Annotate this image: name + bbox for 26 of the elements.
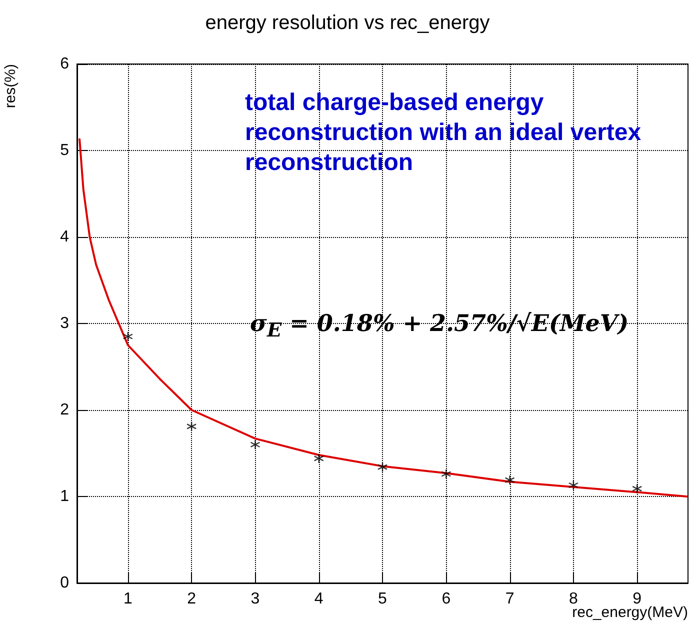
point (632, 484, 642, 494)
chart-title: energy resolution vs rec_energy (205, 12, 490, 34)
y-tick-label: 3 (60, 315, 70, 332)
y-tick-label: 0 (60, 574, 70, 592)
y-axis-title: res(%) (2, 64, 19, 108)
point (568, 480, 579, 490)
x-tick-label: 6 (442, 590, 451, 608)
y-tick-label: 4 (60, 228, 70, 246)
point (122, 331, 134, 342)
point (441, 468, 452, 480)
y-tick-label: 1 (60, 488, 70, 505)
point (250, 440, 260, 450)
x-tick-label: 7 (505, 590, 514, 608)
x-tick-label: 4 (314, 590, 324, 608)
x-tick-label: 1 (123, 590, 132, 608)
y-tick-label: 2 (60, 402, 70, 418)
x-tick-label: 3 (250, 590, 260, 608)
x-tick-label: 5 (378, 590, 388, 608)
y-tick-label: 5 (60, 142, 70, 159)
x-tick-label: 2 (187, 590, 196, 608)
point (186, 421, 197, 432)
point (504, 474, 515, 486)
annotation: total charge-based energy reconstruction with an ideal vertex reconstruction (245, 88, 642, 178)
point (314, 453, 324, 464)
point (377, 462, 388, 472)
y-tick-label: 6 (60, 56, 70, 72)
